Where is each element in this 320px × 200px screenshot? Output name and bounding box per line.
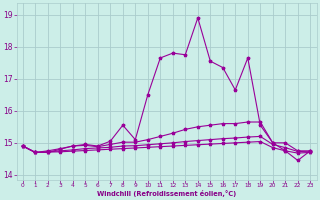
- X-axis label: Windchill (Refroidissement éolien,°C): Windchill (Refroidissement éolien,°C): [97, 190, 236, 197]
